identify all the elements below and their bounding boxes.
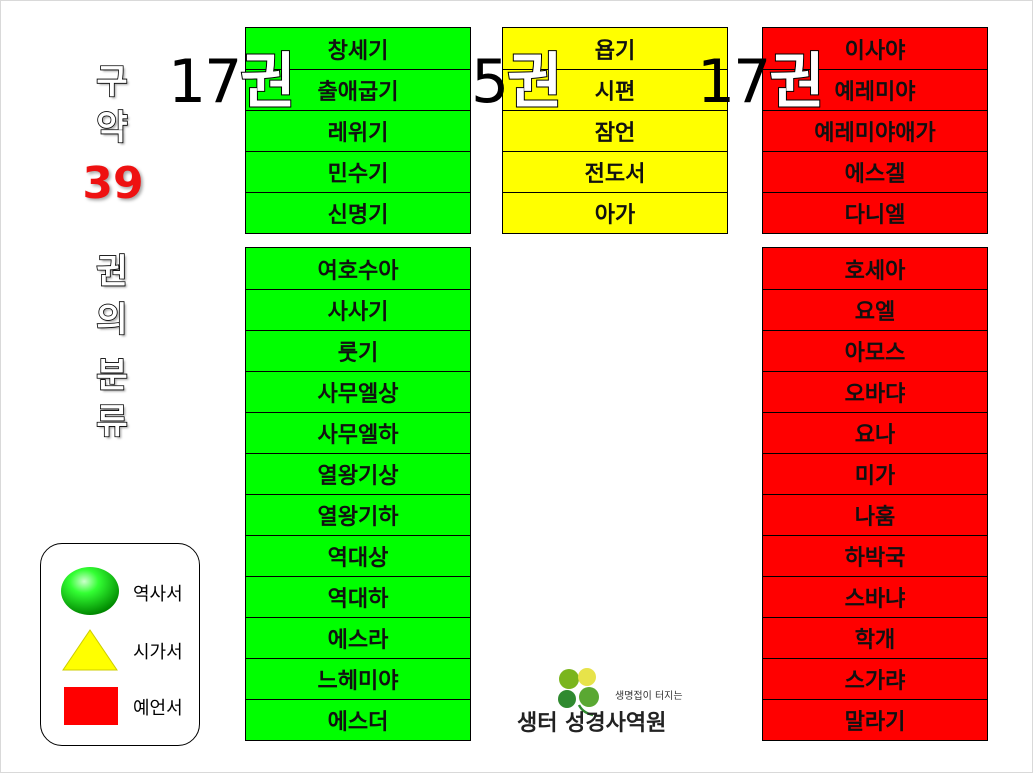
- history-book-cell: 민수기: [246, 151, 470, 192]
- title-char-4: 의: [96, 299, 129, 341]
- logo-tagline: 생명접이 터지는: [615, 691, 683, 702]
- legend-item-poetry: 시가서: [41, 624, 201, 674]
- prophecy-book-cell: 다니엘: [763, 192, 987, 233]
- title-char-2: 약: [96, 107, 129, 149]
- logo-name: 생터 성경사역원: [517, 710, 667, 736]
- history-book-cell: 열왕기하: [246, 494, 470, 535]
- title-number: 39: [82, 158, 144, 209]
- history-book-cell: 룻기: [246, 330, 470, 371]
- prophecy-count: 17권: [697, 51, 826, 113]
- poetry-book-cell: 전도서: [503, 151, 727, 192]
- logo: 생명접이 터지는 생터 성경사역원: [515, 665, 715, 740]
- prophecy-count-unit: 권: [768, 47, 825, 117]
- history-book-cell: 사사기: [246, 289, 470, 330]
- clover-logo-icon: [558, 668, 599, 717]
- history-book-cell: 열왕기상: [246, 453, 470, 494]
- poetry-book-cell: 욥기: [594, 38, 636, 64]
- history-book-cell: 에스라: [246, 617, 470, 658]
- history-book-cell: 레위기: [246, 110, 470, 151]
- poetry-book-cell: 시편: [503, 69, 727, 110]
- prophecy-book-cell: 학개: [763, 617, 987, 658]
- prophecy-book-cell: 스바냐: [763, 576, 987, 617]
- poetry-count: 5권: [471, 51, 563, 113]
- history-book-cell: 여호수아: [317, 258, 399, 284]
- prophecy-book-cell: 아모스: [763, 330, 987, 371]
- prophecy-book-cell: 미가: [763, 453, 987, 494]
- prophecy-book-cell: 요엘: [763, 289, 987, 330]
- prophecy-book-cell: 예레미야애가: [763, 110, 987, 151]
- title-char-6: 류: [96, 401, 129, 443]
- poetry-book-cell: 잠언: [503, 110, 727, 151]
- prophecy-book-cell: 이사야: [844, 38, 906, 64]
- history-book-cell: 사무엘하: [246, 412, 470, 453]
- prophecy-count-number: 17: [697, 47, 771, 117]
- prophecy-book-cell: 말라기: [763, 699, 987, 740]
- history-book-cell: 신명기: [246, 192, 470, 233]
- legend-label-history: 역사서: [133, 584, 183, 605]
- history-book-cell: 출애굽기: [246, 69, 470, 110]
- title-char-1: 구: [96, 61, 129, 103]
- circle-icon: [61, 567, 119, 615]
- history-book-cell: 사무엘상: [246, 371, 470, 412]
- poetry-book-cell: 아가: [503, 192, 727, 233]
- title-char-5: 분: [96, 355, 129, 397]
- legend-label-prophecy: 예언서: [133, 698, 183, 719]
- prophecy-book-cell: 에스겔: [763, 151, 987, 192]
- history-book-cell: 역대하: [246, 576, 470, 617]
- triangle-icon: [62, 629, 118, 671]
- legend: 역사서 시가서 예언서: [40, 543, 200, 746]
- history-book-cell: 역대상: [246, 535, 470, 576]
- prophecy-book-cell: 호세아: [844, 258, 906, 284]
- legend-item-history: 역사서: [41, 566, 201, 616]
- prophecy-book-cell: 나훔: [763, 494, 987, 535]
- prophecy-book-cell: 스가랴: [763, 658, 987, 699]
- poetry-count-unit: 권: [506, 47, 563, 117]
- prophecy-book-cell: 오바댜: [763, 371, 987, 412]
- history-count-unit: 권: [239, 47, 296, 117]
- history-book-cell: 에스더: [246, 699, 470, 740]
- title-char-3: 권: [96, 251, 129, 293]
- prophecy-book-cell: 예레미야: [763, 69, 987, 110]
- prophecy-book-cell: 하박국: [763, 535, 987, 576]
- legend-label-poetry: 시가서: [133, 642, 183, 663]
- history-book-cell: 느헤미야: [246, 658, 470, 699]
- square-icon: [64, 687, 118, 725]
- history-count: 17권: [168, 51, 297, 113]
- legend-item-prophecy: 예언서: [41, 682, 201, 732]
- poetry-count-number: 5: [471, 47, 509, 117]
- prophecy-book-cell: 요나: [763, 412, 987, 453]
- history-count-number: 17: [168, 47, 242, 117]
- history-book-cell: 창세기: [327, 38, 389, 64]
